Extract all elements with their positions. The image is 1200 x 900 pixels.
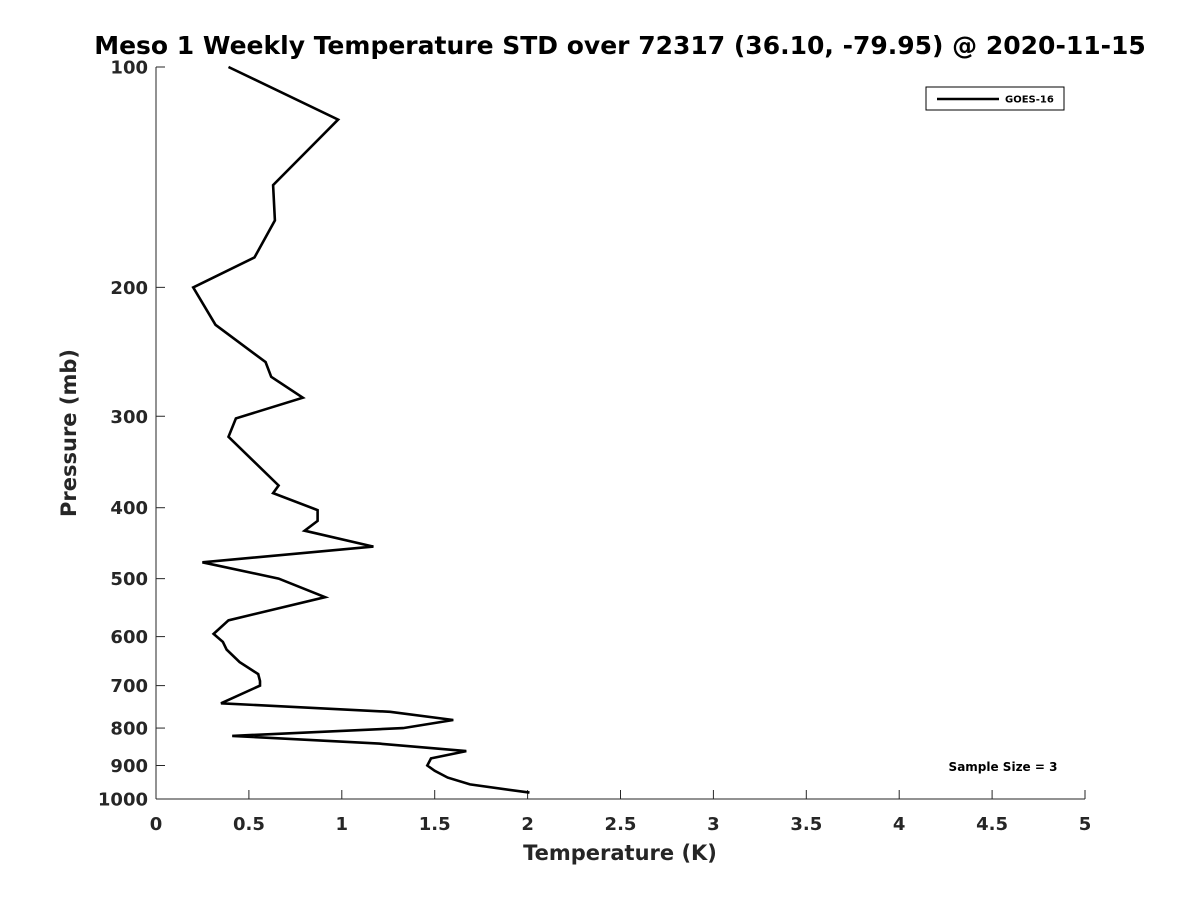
legend: GOES-16 bbox=[925, 86, 1065, 111]
y-tick-label: 100 bbox=[110, 58, 148, 79]
x-tick-label: 4 bbox=[893, 814, 906, 835]
series-line-goes-16 bbox=[191, 65, 530, 794]
x-tick-label: 5 bbox=[1079, 814, 1092, 835]
y-tick-label: 900 bbox=[110, 756, 148, 777]
y-axis-label: Pressure (mb) bbox=[57, 349, 81, 517]
legend-label-goes-16: GOES-16 bbox=[1005, 95, 1054, 106]
y-tick-label: 800 bbox=[110, 719, 148, 740]
y-tick-label: 400 bbox=[110, 498, 148, 519]
x-axis-ticks: 0 0.5 1 1.5 2 2.5 3 3.5 4 4.5 5 bbox=[150, 790, 1092, 835]
x-axis-label: Temperature (K) bbox=[523, 841, 717, 865]
y-tick-label: 1000 bbox=[98, 790, 148, 811]
x-tick-label: 3 bbox=[707, 814, 720, 835]
y-axis-ticks: 100 200 300 400 500 600 700 800 900 1000 bbox=[98, 58, 165, 811]
x-tick-label: 2.5 bbox=[605, 814, 637, 835]
series-layer bbox=[191, 65, 530, 794]
x-tick-label: 0.5 bbox=[233, 814, 265, 835]
plot-area bbox=[156, 67, 1085, 799]
x-tick-label: 2 bbox=[521, 814, 534, 835]
x-tick-label: 1 bbox=[336, 814, 349, 835]
x-tick-label: 3.5 bbox=[790, 814, 822, 835]
sample-size-annotation: Sample Size = 3 bbox=[949, 760, 1058, 774]
x-tick-label: 4.5 bbox=[976, 814, 1008, 835]
y-tick-label: 300 bbox=[110, 407, 148, 428]
y-tick-label: 600 bbox=[110, 627, 148, 648]
chart-title: Meso 1 Weekly Temperature STD over 72317… bbox=[94, 31, 1146, 60]
y-tick-label: 200 bbox=[110, 278, 148, 299]
y-tick-label: 500 bbox=[110, 569, 148, 590]
y-tick-label: 700 bbox=[110, 676, 148, 697]
x-tick-label: 1.5 bbox=[419, 814, 451, 835]
x-tick-label: 0 bbox=[150, 814, 163, 835]
